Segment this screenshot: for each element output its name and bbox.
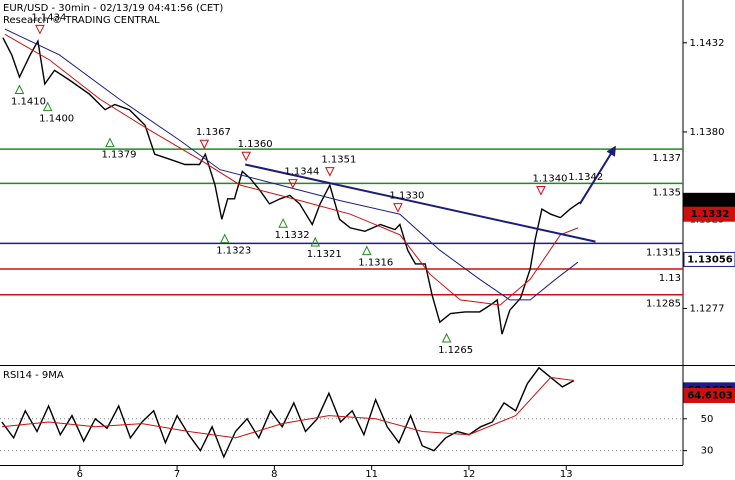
y-tick-label: 1.1432 — [690, 38, 725, 49]
series-line — [4, 33, 579, 306]
pivot-label: 1.1360 — [238, 139, 273, 150]
y-tick-label: 1.1380 — [690, 127, 725, 138]
price-label: 1.1342 — [568, 172, 603, 183]
pivot-low-marker — [105, 137, 115, 148]
pivot-low-marker — [361, 245, 372, 256]
pivot-high-marker — [393, 203, 403, 213]
x-tick-label: 6 — [77, 469, 83, 480]
pivot-high-marker — [288, 179, 298, 189]
pivot-label: 1.1265 — [438, 345, 473, 356]
pivot-label: 1.1351 — [321, 155, 356, 166]
panel-title: RSI14 - 9MA — [3, 370, 64, 381]
chart-subtitle: Research © TRADING CENTRAL — [3, 15, 160, 26]
pivot-low-marker — [219, 233, 230, 244]
x-tick-label: 11 — [365, 469, 378, 480]
pivot-label: 1.1344 — [284, 167, 319, 178]
pivot-high-marker — [35, 24, 45, 35]
series-line — [2, 37, 581, 335]
price-marker-box — [683, 388, 735, 404]
price-marker-box — [683, 206, 735, 222]
series-line — [1, 366, 575, 459]
pivot-high-marker — [241, 151, 251, 162]
y-tick-label: 30 — [701, 446, 714, 457]
forecast-arrow — [579, 145, 616, 205]
price-marker-label: 1.13401 — [687, 195, 733, 206]
pivot-label: 1.1321 — [307, 249, 342, 260]
level-label: 1.135 — [652, 187, 681, 198]
price-marker-label: 64.6103 — [687, 391, 733, 402]
x-tick-label: 8 — [271, 469, 277, 480]
pivot-label: 1.1434 — [31, 12, 66, 23]
price-marker-box — [683, 251, 735, 267]
pivot-label: 1.1340 — [532, 173, 567, 184]
price-marker-label: 1.1332 — [691, 209, 730, 220]
level-label: 1.137 — [652, 153, 681, 164]
pivot-low-marker — [441, 332, 452, 343]
pivot-label: 1.1400 — [39, 114, 74, 125]
pivot-low-marker — [310, 236, 321, 247]
trend-line — [244, 163, 596, 243]
y-tick-label: 1.1277 — [690, 303, 725, 314]
pivot-label: 1.1379 — [101, 150, 136, 161]
pivot-label: 1.1330 — [389, 191, 424, 202]
pivot-low-marker — [42, 101, 53, 112]
level-label: 1.1315 — [646, 247, 681, 258]
pivot-label: 1.1332 — [275, 230, 310, 241]
level-label: 1.1285 — [646, 299, 681, 310]
pivot-low-marker — [278, 218, 288, 228]
pivot-label: 1.1410 — [11, 97, 46, 108]
series-line — [1, 376, 575, 439]
pivot-label: 1.1367 — [196, 127, 231, 138]
x-tick-label: 12 — [463, 469, 476, 480]
pivot-high-marker — [325, 167, 335, 177]
level-label: 1.13 — [659, 273, 681, 284]
pivot-label: 1.1323 — [216, 246, 251, 257]
chart-title: EUR/USD - 30min - 02/13/19 04:41:56 (CET… — [3, 3, 223, 14]
y-tick-label: 50 — [701, 414, 714, 425]
pivot-label: 1.1316 — [358, 258, 393, 269]
x-tick-label: 7 — [174, 469, 180, 480]
pivot-high-marker — [536, 185, 546, 196]
pivot-high-marker — [199, 139, 210, 150]
series-line — [4, 28, 579, 301]
x-tick-label: 13 — [560, 469, 573, 480]
price-marker-label: 1.13056 — [687, 254, 733, 265]
pivot-low-marker — [14, 84, 25, 95]
